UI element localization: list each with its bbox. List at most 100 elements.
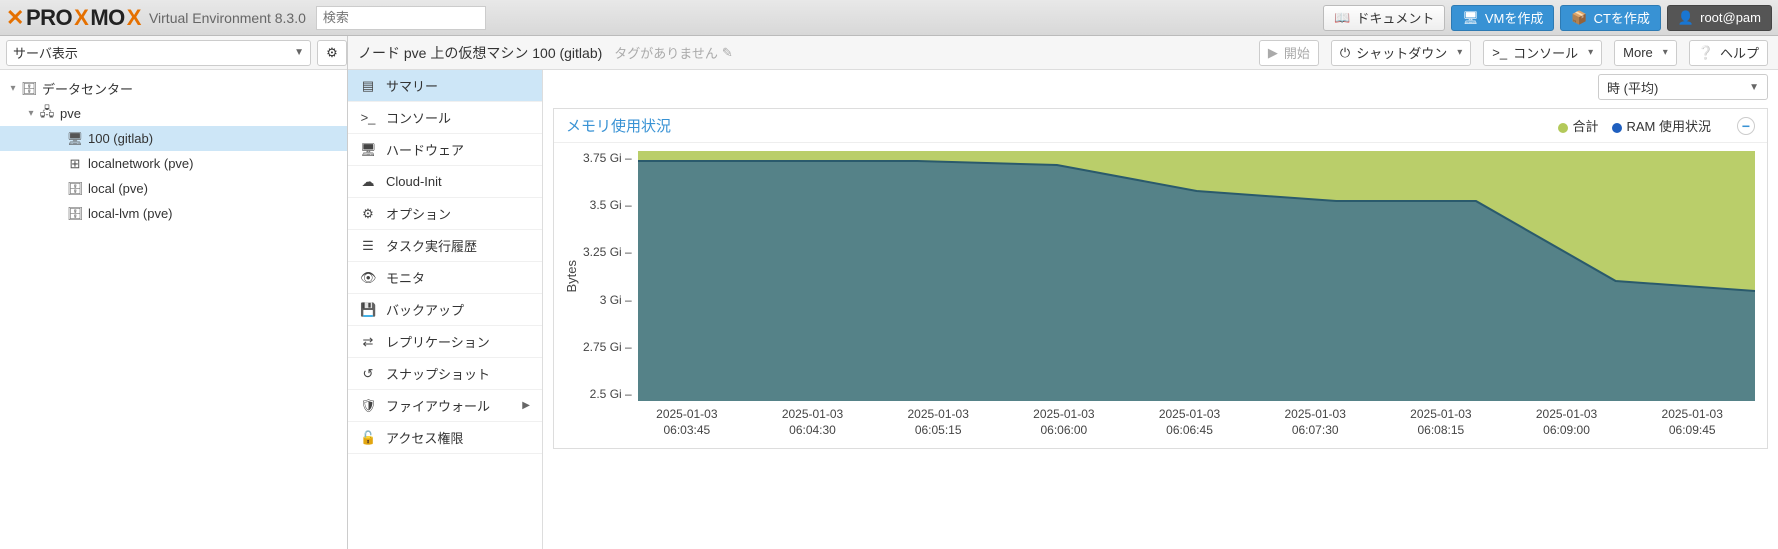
create-vm-label: VMを作成 xyxy=(1485,8,1544,27)
chevron-down-icon: ▾ xyxy=(1663,47,1668,58)
timerange-label: 時 (平均) xyxy=(1607,78,1658,97)
chevron-down-icon: ▼ xyxy=(294,47,304,58)
menu-icon: 🔓 xyxy=(360,430,376,446)
more-label: More xyxy=(1623,45,1653,60)
start-label: 開始 xyxy=(1284,43,1310,62)
vm-menu-item[interactable]: ☰ タスク実行履歴 xyxy=(348,230,542,262)
terminal-icon: >_ xyxy=(1492,45,1507,60)
menu-icon: >_ xyxy=(360,110,376,125)
menu-icon: ⚙ xyxy=(360,206,376,222)
create-ct-button[interactable]: 📦 CTを作成 xyxy=(1560,5,1661,31)
vm-menu: ▤ サマリー >_ コンソール 🖥ハードウェア ☁ Cloud-Init ⚙オプション ☰ タスク… xyxy=(348,70,543,549)
vm-menu-item[interactable]: >_ コンソール xyxy=(348,102,542,134)
collapse-button[interactable]: − xyxy=(1737,117,1755,135)
docs-label: ドキュメント xyxy=(1356,8,1434,27)
pencil-icon: ✎ xyxy=(722,45,733,61)
tree-label: localnetwork (pve) xyxy=(88,156,194,171)
tree-storage-icon: 🗄 xyxy=(66,181,84,197)
help-label: ヘルプ xyxy=(1720,43,1759,62)
menu-label: Cloud-Init xyxy=(386,174,442,189)
tree-node[interactable]: ▾🖧 pve xyxy=(0,101,347,126)
menu-icon: ↺ xyxy=(360,366,376,382)
user-menu-button[interactable]: 👤 root@pam xyxy=(1667,5,1772,31)
vm-menu-item[interactable]: ⇄ レプリケーション xyxy=(348,326,542,358)
vm-menu-item[interactable]: 💾 バックアップ xyxy=(348,294,542,326)
vm-menu-item[interactable]: ▤ サマリー xyxy=(348,70,542,102)
menu-label: コンソール xyxy=(386,108,451,127)
tree-label: データセンター xyxy=(42,79,133,98)
search-input[interactable] xyxy=(316,6,486,30)
tags-placeholder[interactable]: タグがありません ✎ xyxy=(614,43,733,62)
timerange-selector[interactable]: 時 (平均) ▼ xyxy=(1598,74,1768,100)
tree-storage[interactable]: ⊞ localnetwork (pve) xyxy=(0,151,347,176)
menu-icon: ☰ xyxy=(360,238,376,254)
caret-icon: ▾ xyxy=(24,108,38,119)
help-button[interactable]: ❔ ヘルプ xyxy=(1689,40,1768,66)
vm-menu-item[interactable]: 🛡ファイアウォール▶ xyxy=(348,390,542,422)
menu-icon: ☁ xyxy=(360,174,376,190)
shutdown-button[interactable]: ⏻ シャットダウン ▾ xyxy=(1331,40,1471,66)
vm-menu-item[interactable]: ↺スナップショット xyxy=(348,358,542,390)
user-label: root@pam xyxy=(1700,10,1761,25)
x-ticks: 2025-01-03 06:03:452025-01-03 06:04:3020… xyxy=(554,401,1767,448)
vm-menu-item[interactable]: 👁モニタ xyxy=(348,262,542,294)
menu-label: バックアップ xyxy=(386,300,464,319)
vm-menu-item[interactable]: ⚙オプション xyxy=(348,198,542,230)
menu-icon: 💾 xyxy=(360,302,376,318)
menu-label: レプリケーション xyxy=(386,332,490,351)
menu-icon: ⇄ xyxy=(360,334,376,350)
tree-storage-icon: ⊞ xyxy=(66,156,84,172)
start-button[interactable]: ▶ 開始 xyxy=(1259,40,1319,66)
menu-icon: 👁 xyxy=(360,270,376,286)
legend-ram[interactable]: RAM 使用状況 xyxy=(1612,116,1711,135)
settings-button[interactable]: ⚙ xyxy=(317,40,347,66)
tree-label: pve xyxy=(60,106,81,121)
menu-label: サマリー xyxy=(386,76,438,95)
version-label: Virtual Environment 8.3.0 xyxy=(149,10,306,26)
memory-chart-panel: メモリ使用状況 合計 RAM 使用状況 − Bytes 3.75 Gi –3.5… xyxy=(553,108,1768,449)
tree-vm[interactable]: 🖥 100 (gitlab) xyxy=(0,126,347,151)
y-ticks: 3.75 Gi –3.5 Gi –3.25 Gi –3 Gi –2.75 Gi … xyxy=(583,151,638,401)
tree-vm-icon: 🖥 xyxy=(66,131,84,147)
user-icon: 👤 xyxy=(1678,10,1694,26)
tree-label: 100 (gitlab) xyxy=(88,131,153,146)
tree-datacenter-icon: 🗄 xyxy=(20,81,38,97)
menu-icon: 🛡 xyxy=(360,398,376,414)
legend-ram-label: RAM 使用状況 xyxy=(1626,119,1711,134)
menu-icon: 🖥 xyxy=(360,142,376,158)
menu-label: アクセス権限 xyxy=(386,428,463,447)
menu-icon: ▤ xyxy=(360,78,376,94)
vm-menu-item[interactable]: ☁ Cloud-Init xyxy=(348,166,542,198)
docs-button[interactable]: 📖 ドキュメント xyxy=(1323,5,1445,31)
brand-text: MO xyxy=(90,5,124,31)
help-icon: ❔ xyxy=(1698,45,1714,61)
chevron-right-icon: ▶ xyxy=(522,400,530,411)
tree-storage[interactable]: 🗄 local-lvm (pve) xyxy=(0,201,347,226)
tree-node-icon: 🖧 xyxy=(38,103,56,125)
view-selector[interactable]: サーバ表示 ▼ xyxy=(6,40,311,66)
vm-menu-item[interactable]: 🔓 アクセス権限 xyxy=(348,422,542,454)
console-label: コンソール xyxy=(1513,43,1578,62)
logo-x-icon: ✕ xyxy=(6,5,24,31)
tree-datacenter[interactable]: ▾🗄データセンター xyxy=(0,76,347,101)
brand-text: PRO xyxy=(26,5,72,31)
menu-label: タスク実行履歴 xyxy=(386,236,477,255)
console-button[interactable]: >_ コンソール ▾ xyxy=(1483,40,1602,66)
more-button[interactable]: More ▾ xyxy=(1614,40,1677,66)
legend-total-label: 合計 xyxy=(1572,119,1598,134)
tags-label: タグがありません xyxy=(614,43,718,62)
legend-total[interactable]: 合計 xyxy=(1558,116,1598,135)
chart-plot xyxy=(638,151,1755,401)
tree-storage[interactable]: 🗄 local (pve) xyxy=(0,176,347,201)
vm-menu-item[interactable]: 🖥ハードウェア xyxy=(348,134,542,166)
power-icon: ⏻ xyxy=(1340,45,1350,61)
yaxis-label: Bytes xyxy=(560,260,583,293)
shutdown-label: シャットダウン xyxy=(1356,43,1447,62)
create-ct-label: CTを作成 xyxy=(1594,8,1650,27)
tree-label: local-lvm (pve) xyxy=(88,206,173,221)
tree-label: local (pve) xyxy=(88,181,148,196)
chevron-down-icon: ▾ xyxy=(1457,47,1462,58)
create-vm-button[interactable]: 🖥 VMを作成 xyxy=(1451,5,1554,31)
tree-storage-icon: 🗄 xyxy=(66,206,84,222)
brand-text: X xyxy=(127,5,141,31)
